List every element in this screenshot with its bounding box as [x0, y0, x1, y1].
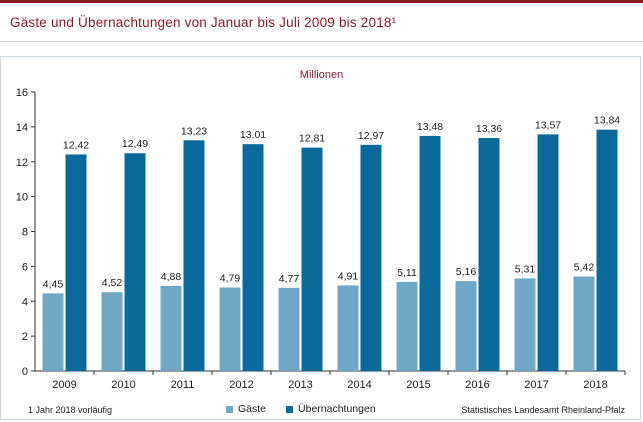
bar-uebernachtungen — [360, 144, 382, 371]
title-divider — [0, 41, 643, 42]
x-tick-label: 2014 — [347, 379, 371, 391]
y-tick-label: 4 — [22, 296, 28, 308]
legend-label-uebernachtungen: Übernachtungen — [298, 403, 376, 415]
legend-swatch-gaeste — [226, 405, 233, 413]
legend-item-gaeste: Gäste — [226, 403, 266, 415]
x-tick-label: 2015 — [406, 379, 430, 391]
data-label-uebernachtungen: 12,97 — [358, 130, 384, 142]
x-tick-label: 2013 — [288, 379, 312, 391]
x-tick-label: 2010 — [111, 379, 135, 391]
data-label-gaeste: 5,11 — [397, 267, 417, 279]
x-tick-label: 2012 — [229, 379, 253, 391]
chart-title: Gäste und Übernachtungen von Januar bis … — [10, 15, 397, 30]
bar-uebernachtungen — [124, 153, 146, 371]
bar-uebernachtungen — [478, 138, 500, 371]
source-note: Statistisches Landesamt Rheinland-Pfalz — [461, 405, 625, 415]
data-label-uebernachtungen: 12,42 — [63, 139, 89, 151]
y-tick-label: 10 — [16, 192, 28, 204]
data-label-gaeste: 4,88 — [161, 271, 182, 283]
y-tick-label: 12 — [16, 157, 28, 169]
legend-item-uebernachtungen: Übernachtungen — [286, 403, 376, 415]
x-tick-label: 2011 — [171, 379, 195, 391]
data-label-gaeste: 5,16 — [456, 266, 477, 278]
legend: Gäste Übernachtungen — [226, 403, 396, 415]
data-label-gaeste: 5,31 — [515, 263, 536, 275]
bar-uebernachtungen — [537, 134, 559, 371]
top-rule — [0, 0, 643, 3]
bar-uebernachtungen — [242, 144, 264, 371]
bar-gaeste — [278, 287, 300, 371]
data-label-uebernachtungen: 12,81 — [299, 133, 325, 145]
y-tick-label: 8 — [22, 227, 28, 239]
bar-gaeste — [160, 285, 182, 371]
bar-uebernachtungen — [301, 147, 323, 371]
data-label-gaeste: 4,45 — [43, 278, 64, 290]
x-tick-label: 2016 — [465, 379, 489, 391]
data-label-uebernachtungen: 13,01 — [240, 129, 266, 141]
data-label-uebernachtungen: 13,48 — [417, 121, 443, 133]
y-tick-label: 16 — [16, 87, 28, 99]
data-label-gaeste: 5,42 — [574, 261, 595, 273]
data-label-uebernachtungen: 13,57 — [535, 119, 561, 131]
x-tick-label: 2009 — [52, 379, 76, 391]
bar-gaeste — [396, 281, 418, 371]
bar-gaeste — [101, 292, 123, 371]
data-label-uebernachtungen: 13,84 — [594, 115, 620, 127]
bar-gaeste — [455, 281, 477, 371]
bar-uebernachtungen — [596, 129, 618, 371]
bar-gaeste — [42, 293, 64, 371]
bar-gaeste — [573, 276, 595, 371]
y-tick-label: 14 — [16, 122, 28, 134]
bar-uebernachtungen — [65, 154, 87, 371]
bar-gaeste — [219, 287, 241, 371]
footnote: 1 Jahr 2018 vorläufig — [28, 405, 113, 415]
y-tick-label: 2 — [22, 331, 28, 343]
data-label-gaeste: 4,91 — [338, 270, 359, 282]
bar-uebernachtungen — [183, 140, 205, 371]
data-label-uebernachtungen: 12,49 — [122, 138, 148, 150]
y-tick-label: 6 — [22, 261, 28, 273]
bar-uebernachtungen — [419, 135, 441, 371]
data-label-gaeste: 4,52 — [102, 277, 123, 289]
bar-gaeste — [514, 278, 536, 371]
legend-label-gaeste: Gäste — [238, 403, 267, 415]
data-label-gaeste: 4,77 — [279, 273, 300, 285]
bar-gaeste — [337, 285, 359, 371]
data-label-uebernachtungen: 13,36 — [476, 123, 502, 135]
data-label-gaeste: 4,79 — [220, 272, 241, 284]
data-label-uebernachtungen: 13,23 — [181, 125, 207, 137]
unit-label: Millionen — [299, 69, 344, 81]
legend-swatch-uebernachtungen — [286, 405, 294, 413]
x-tick-label: 2018 — [583, 379, 607, 391]
y-tick-label: 0 — [22, 366, 28, 378]
x-tick-label: 2017 — [524, 379, 548, 391]
